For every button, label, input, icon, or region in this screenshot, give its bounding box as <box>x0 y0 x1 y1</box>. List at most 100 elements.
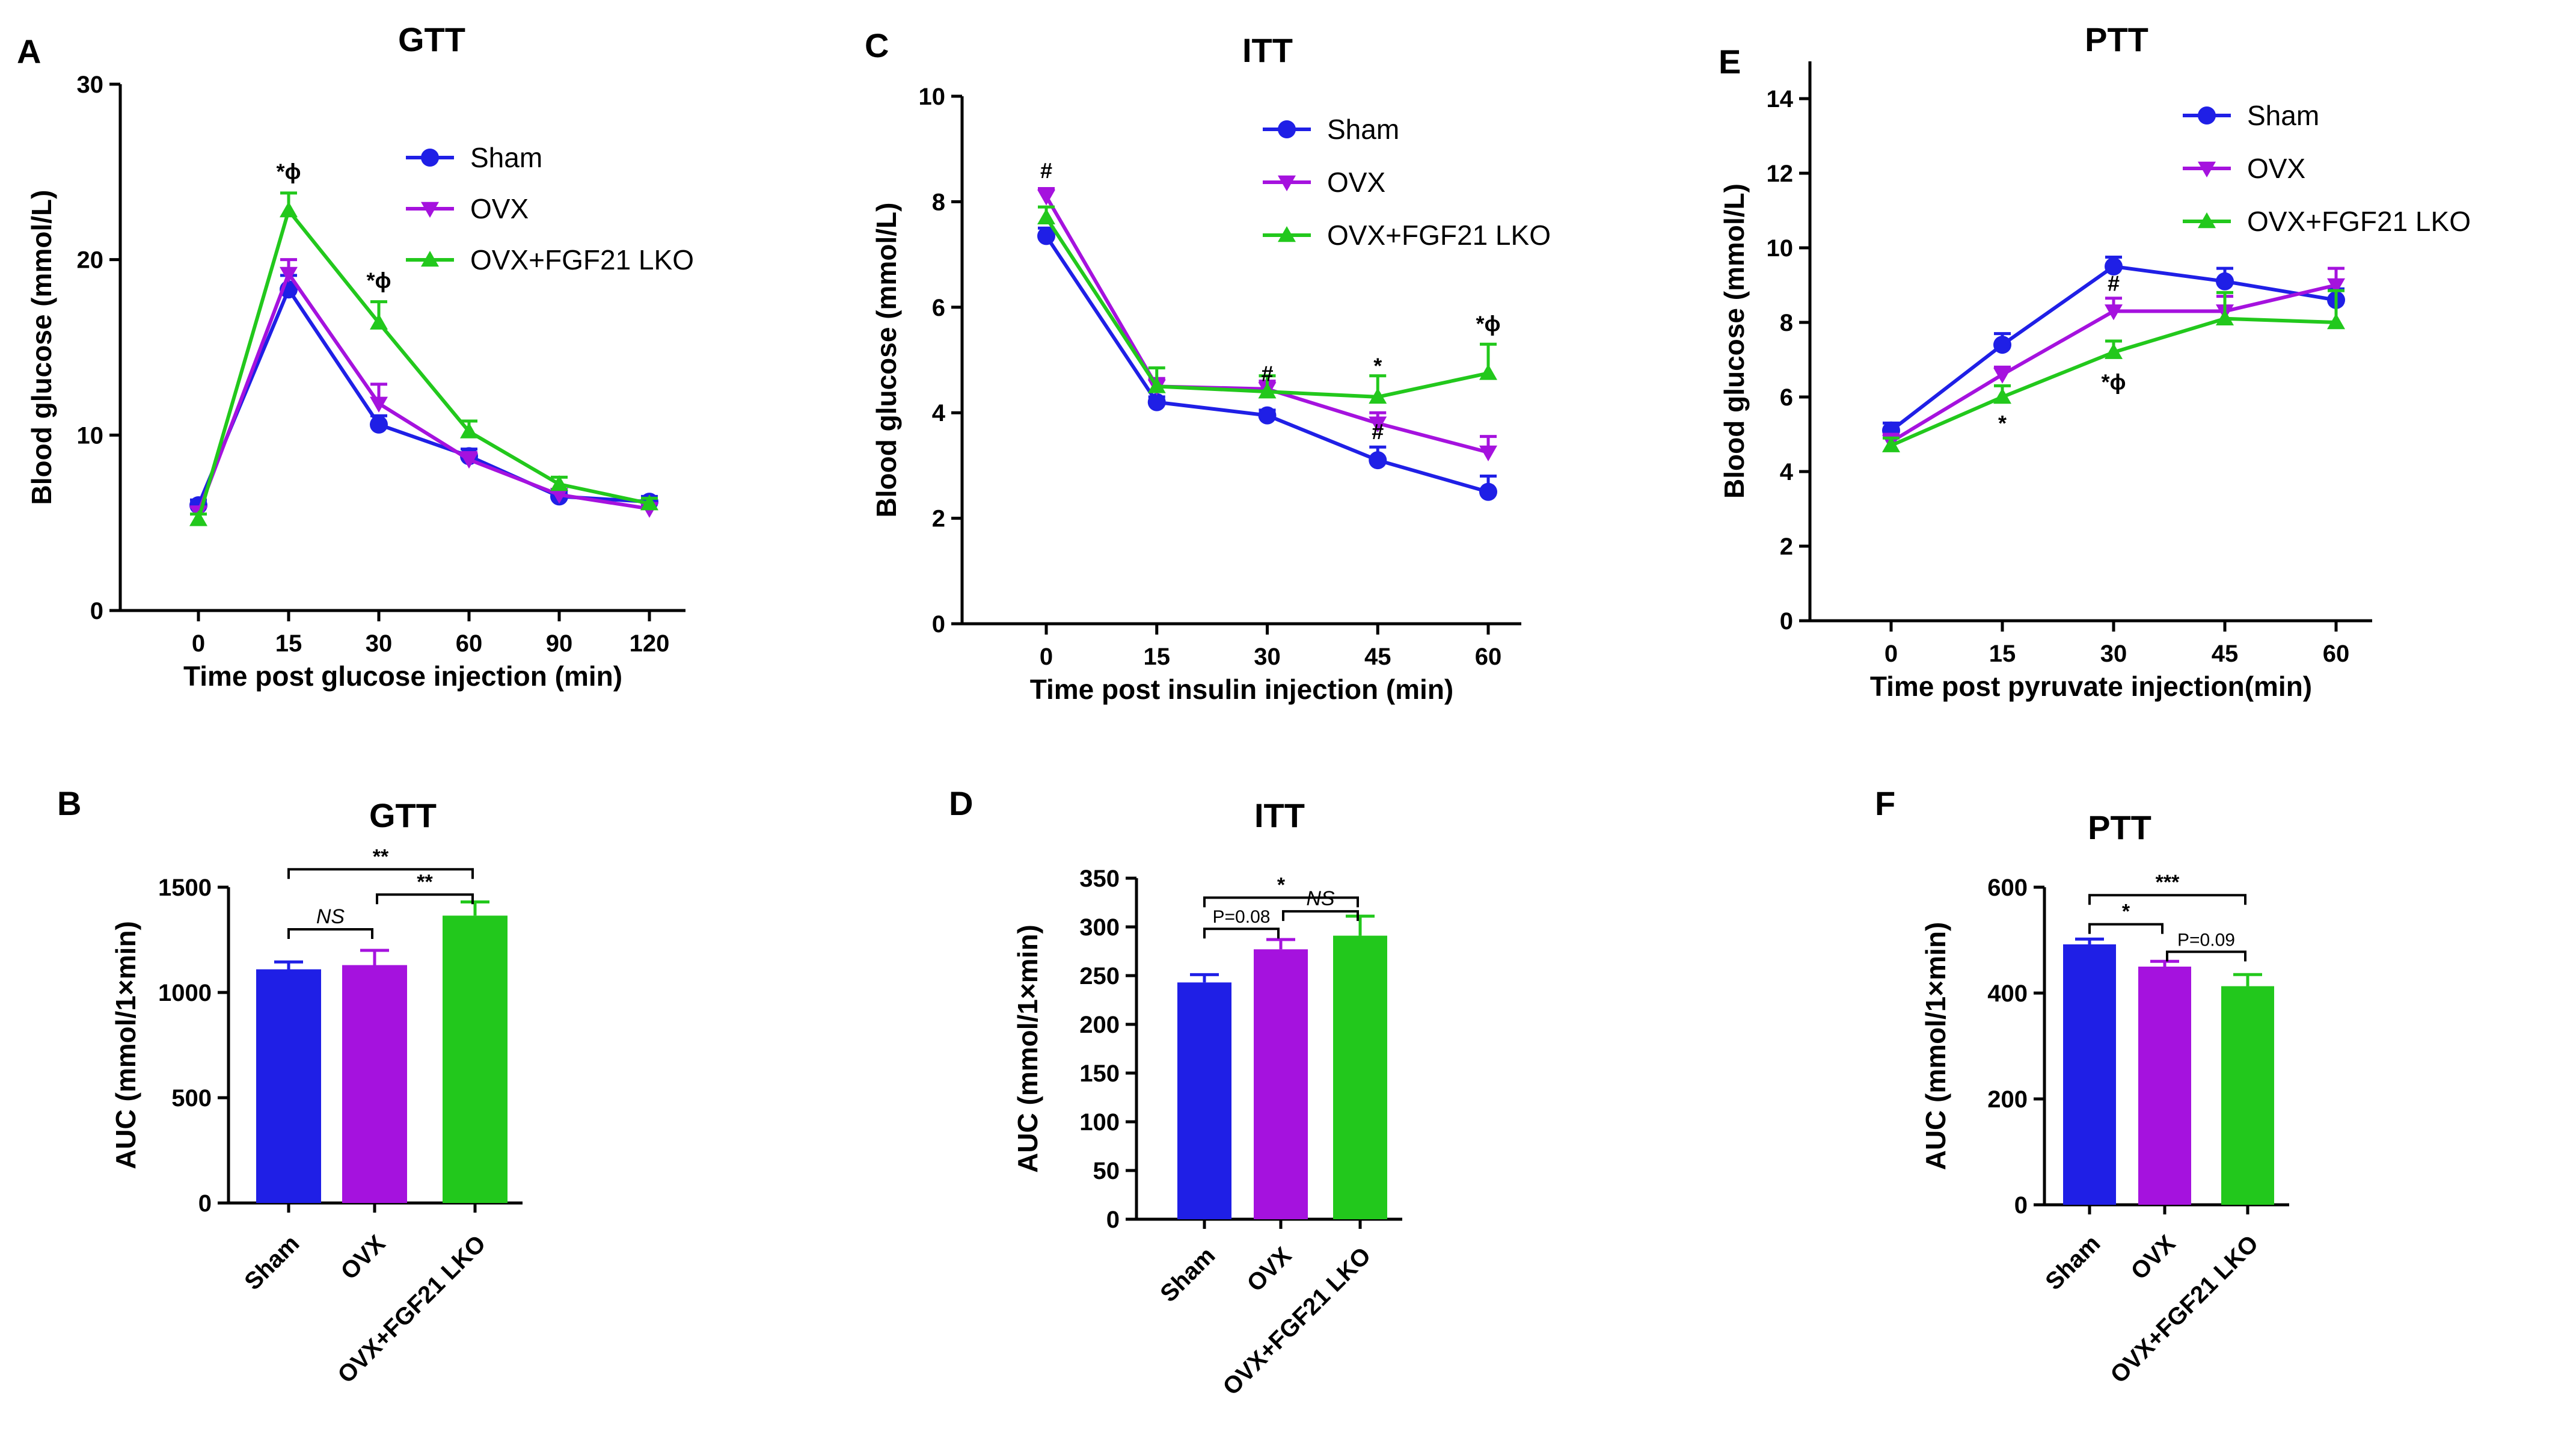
significance-label-b: ** <box>417 870 433 893</box>
y-tick-label-d: 350 <box>1079 866 1120 892</box>
y-tick-label-d: 100 <box>1079 1109 1120 1136</box>
x-tick-label-d: Sham <box>1155 1242 1220 1307</box>
data-point-e <box>1993 368 2011 384</box>
y-tick-label-b: 1000 <box>158 980 212 1006</box>
y-tick-label-e: 0 <box>1780 608 1793 635</box>
panel-d-bar-chart: 0 50 100 150 200 250 300 350 AUC (mmol/1×min) Sha… <box>1012 866 1402 1400</box>
y-tick-label-e: 14 <box>1767 86 1794 112</box>
panel-f-bar-chart: 0 200 400 600 AUC (mmol/1×min) Sham OVXOVX+FGF… <box>1920 871 2289 1388</box>
legend-label-e: OVX <box>2247 153 2305 184</box>
data-point-c <box>1369 416 1387 432</box>
data-point-a <box>550 475 568 491</box>
annotation-a: *ϕ <box>277 159 301 184</box>
data-point-a <box>189 510 207 526</box>
y-tick-label-d: 300 <box>1079 914 1120 941</box>
legend-marker-a <box>421 251 439 267</box>
y-tick-label-e: 6 <box>1780 384 1793 411</box>
series-line-a-2 <box>197 209 650 520</box>
y-tick-label-c: 10 <box>919 84 946 110</box>
y-tick-label-b: 1500 <box>158 875 212 901</box>
y-tick-label-e: 2 <box>1780 534 1793 560</box>
significance-bracket-b <box>376 893 474 905</box>
y-axis-label-d: AUC (mmol/1×min) <box>1012 924 1043 1173</box>
data-point-c <box>1479 482 1497 501</box>
data-point-e <box>1882 436 1900 452</box>
x-tick-label-c: 15 <box>1144 644 1171 670</box>
data-point-e <box>2105 343 2123 359</box>
panel-title-d: ITT <box>1254 796 1305 834</box>
series-line-a-1 <box>197 272 650 513</box>
bar-f <box>2221 986 2274 1205</box>
legend-label-c: OVX <box>1327 167 1385 198</box>
y-axis-label-a: Blood glucose (mmol/L) <box>26 190 57 505</box>
y-tick-label-c: 4 <box>932 400 946 426</box>
y-tick-label-f: 600 <box>1987 875 2028 901</box>
data-point-a <box>640 494 658 511</box>
data-point-a <box>370 415 388 434</box>
significance-bracket-f <box>2088 923 2164 934</box>
x-tick-label-c: 45 <box>1364 644 1391 670</box>
data-point-e <box>1993 336 2011 354</box>
annotation-e: *ϕ <box>2102 370 2126 395</box>
legend-label-e: Sham <box>2247 100 2319 131</box>
significance-label-b: ** <box>373 845 389 868</box>
y-tick-label-c: 6 <box>932 295 945 321</box>
significance-bracket-f <box>2088 894 2246 905</box>
data-point-a <box>280 202 298 218</box>
y-tick-label-f: 0 <box>2014 1192 2028 1219</box>
series-line-a-0 <box>197 288 650 506</box>
data-point-e <box>2327 278 2345 294</box>
annotation-e: * <box>1998 411 2007 435</box>
significance-label-d: * <box>1277 873 1286 896</box>
legend-marker-c <box>1278 226 1296 242</box>
legend-marker-c <box>1278 175 1296 191</box>
significance-bracket-b <box>287 928 373 939</box>
x-tick-label-b: OVX <box>336 1230 391 1285</box>
significance-label-d: NS <box>1306 887 1335 910</box>
panel-letter-e: E <box>1719 43 1741 81</box>
legend-label-e: OVX+FGF21 LKO <box>2247 206 2471 237</box>
y-tick-label-e: 8 <box>1780 310 1793 336</box>
x-axis-label-c: Time post insulin injection (min) <box>1030 674 1454 705</box>
panel-letter-c: C <box>865 26 889 64</box>
x-tick-label-b: Sham <box>239 1230 304 1295</box>
x-axis-label-e: Time post pyruvate injection(min) <box>1870 671 2312 702</box>
significance-bracket-d <box>1203 896 1359 908</box>
x-tick-label-a: 30 <box>366 630 393 657</box>
data-point-e <box>2216 272 2234 291</box>
x-tick-label-a: 0 <box>192 630 205 657</box>
panel-a-line-chart: 0 10 20 30 0 15 30 60 90 120 Time post glucose inj… <box>26 72 694 692</box>
data-point-c <box>1258 383 1277 399</box>
x-tick-label-f: OVX+FGF21 LKO <box>2105 1230 2263 1388</box>
x-tick-label-c: 30 <box>1254 644 1281 670</box>
data-point-e <box>2216 309 2234 326</box>
significance-bracket-f <box>2166 950 2246 962</box>
annotation-c: *ϕ <box>1476 311 1501 336</box>
y-tick-label-a: 10 <box>77 422 104 449</box>
legend-label-a: Sham <box>470 142 542 173</box>
data-point-c <box>1369 451 1387 470</box>
x-axis-label-a: Time post glucose injection (min) <box>183 660 622 692</box>
legend-marker-e <box>2198 161 2216 177</box>
significance-label-b: NS <box>316 905 345 928</box>
data-point-c <box>1479 445 1497 461</box>
panel-letter-d: D <box>949 784 973 822</box>
legend-marker-e <box>2198 106 2216 125</box>
annotation-c: # <box>1040 158 1052 183</box>
data-point-a <box>460 452 478 469</box>
y-tick-label-f: 200 <box>1987 1086 2028 1113</box>
y-tick-label-a: 20 <box>77 247 104 274</box>
x-tick-label-e: 0 <box>1884 641 1898 667</box>
legend-marker-c <box>1278 120 1296 138</box>
panel-letter-b: B <box>57 784 81 822</box>
significance-label-f: *** <box>2156 871 2180 894</box>
y-tick-label-d: 250 <box>1079 963 1120 989</box>
x-tick-label-e: 45 <box>2212 641 2239 667</box>
x-tick-label-a: 90 <box>546 630 573 657</box>
bar-d <box>1254 949 1308 1219</box>
x-tick-label-d: OVX+FGF21 LKO <box>1218 1242 1376 1400</box>
data-point-c <box>1037 227 1055 245</box>
x-tick-label-f: Sham <box>2040 1230 2105 1295</box>
legend-marker-e <box>2198 212 2216 229</box>
